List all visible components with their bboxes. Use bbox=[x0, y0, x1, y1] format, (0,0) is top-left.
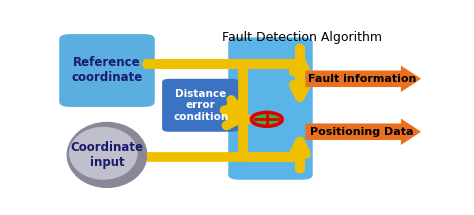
FancyBboxPatch shape bbox=[59, 34, 155, 107]
FancyBboxPatch shape bbox=[162, 79, 239, 132]
FancyBboxPatch shape bbox=[228, 37, 313, 180]
Text: Reference
coordinate: Reference coordinate bbox=[72, 57, 143, 84]
Circle shape bbox=[251, 112, 282, 126]
Text: Coordinate
input: Coordinate input bbox=[71, 141, 144, 169]
Ellipse shape bbox=[66, 122, 147, 188]
Text: Distance
error
condition: Distance error condition bbox=[173, 89, 228, 122]
Polygon shape bbox=[305, 66, 421, 92]
Ellipse shape bbox=[69, 127, 137, 180]
Polygon shape bbox=[305, 118, 421, 145]
Text: Fault information: Fault information bbox=[308, 74, 416, 84]
Text: Fault Detection Algorithm: Fault Detection Algorithm bbox=[222, 31, 382, 44]
Text: Positioning Data: Positioning Data bbox=[310, 127, 414, 137]
